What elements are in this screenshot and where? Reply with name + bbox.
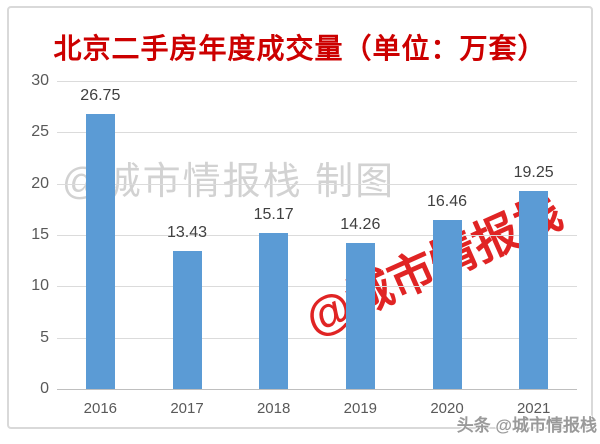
x-axis-label: 2021: [516, 400, 551, 417]
x-axis-label: 2017: [170, 400, 204, 417]
y-tick-label: 20: [31, 174, 49, 192]
x-axis-label: 2020: [430, 400, 464, 417]
chart-frame: 北京二手房年度成交量（单位：万套） @城市情报栈 制图 @城市情报栈 05101…: [7, 6, 593, 429]
bar: [259, 233, 289, 389]
watermark-toutiao: 头条 @城市情报栈: [456, 416, 597, 435]
y-tick-label: 10: [31, 277, 49, 295]
bar: [85, 114, 115, 389]
bar-value-label: 19.25: [513, 164, 554, 182]
y-tick-label: 5: [40, 328, 49, 346]
x-axis-label: 2016: [83, 400, 118, 417]
bar-value-label: 14.26: [340, 215, 381, 233]
y-tick-label: 25: [31, 123, 49, 141]
bar: [432, 220, 462, 389]
y-tick-label: 30: [31, 72, 49, 89]
bar-value-label: 13.43: [166, 224, 208, 242]
bar-value-label: 15.17: [253, 206, 294, 224]
y-tick-label: 0: [40, 380, 49, 397]
gridline: [57, 132, 577, 134]
bar-value-label: 26.75: [80, 87, 121, 105]
bar-value-label: 16.46: [426, 193, 468, 210]
y-tick-label: 15: [31, 226, 49, 243]
bar: [172, 251, 202, 389]
gridline: [57, 235, 577, 236]
bar: [519, 191, 549, 389]
gridline: [57, 286, 577, 288]
x-axis-label: 2018: [256, 400, 291, 417]
x-axis-label: 2019: [343, 400, 378, 417]
chart-title: 北京二手房年度成交量（单位：万套）: [53, 33, 547, 64]
gridline: [57, 81, 577, 82]
gridline: [57, 183, 577, 185]
gridline: [57, 337, 577, 339]
x-axis-line: [57, 389, 577, 390]
bar: [345, 242, 375, 389]
